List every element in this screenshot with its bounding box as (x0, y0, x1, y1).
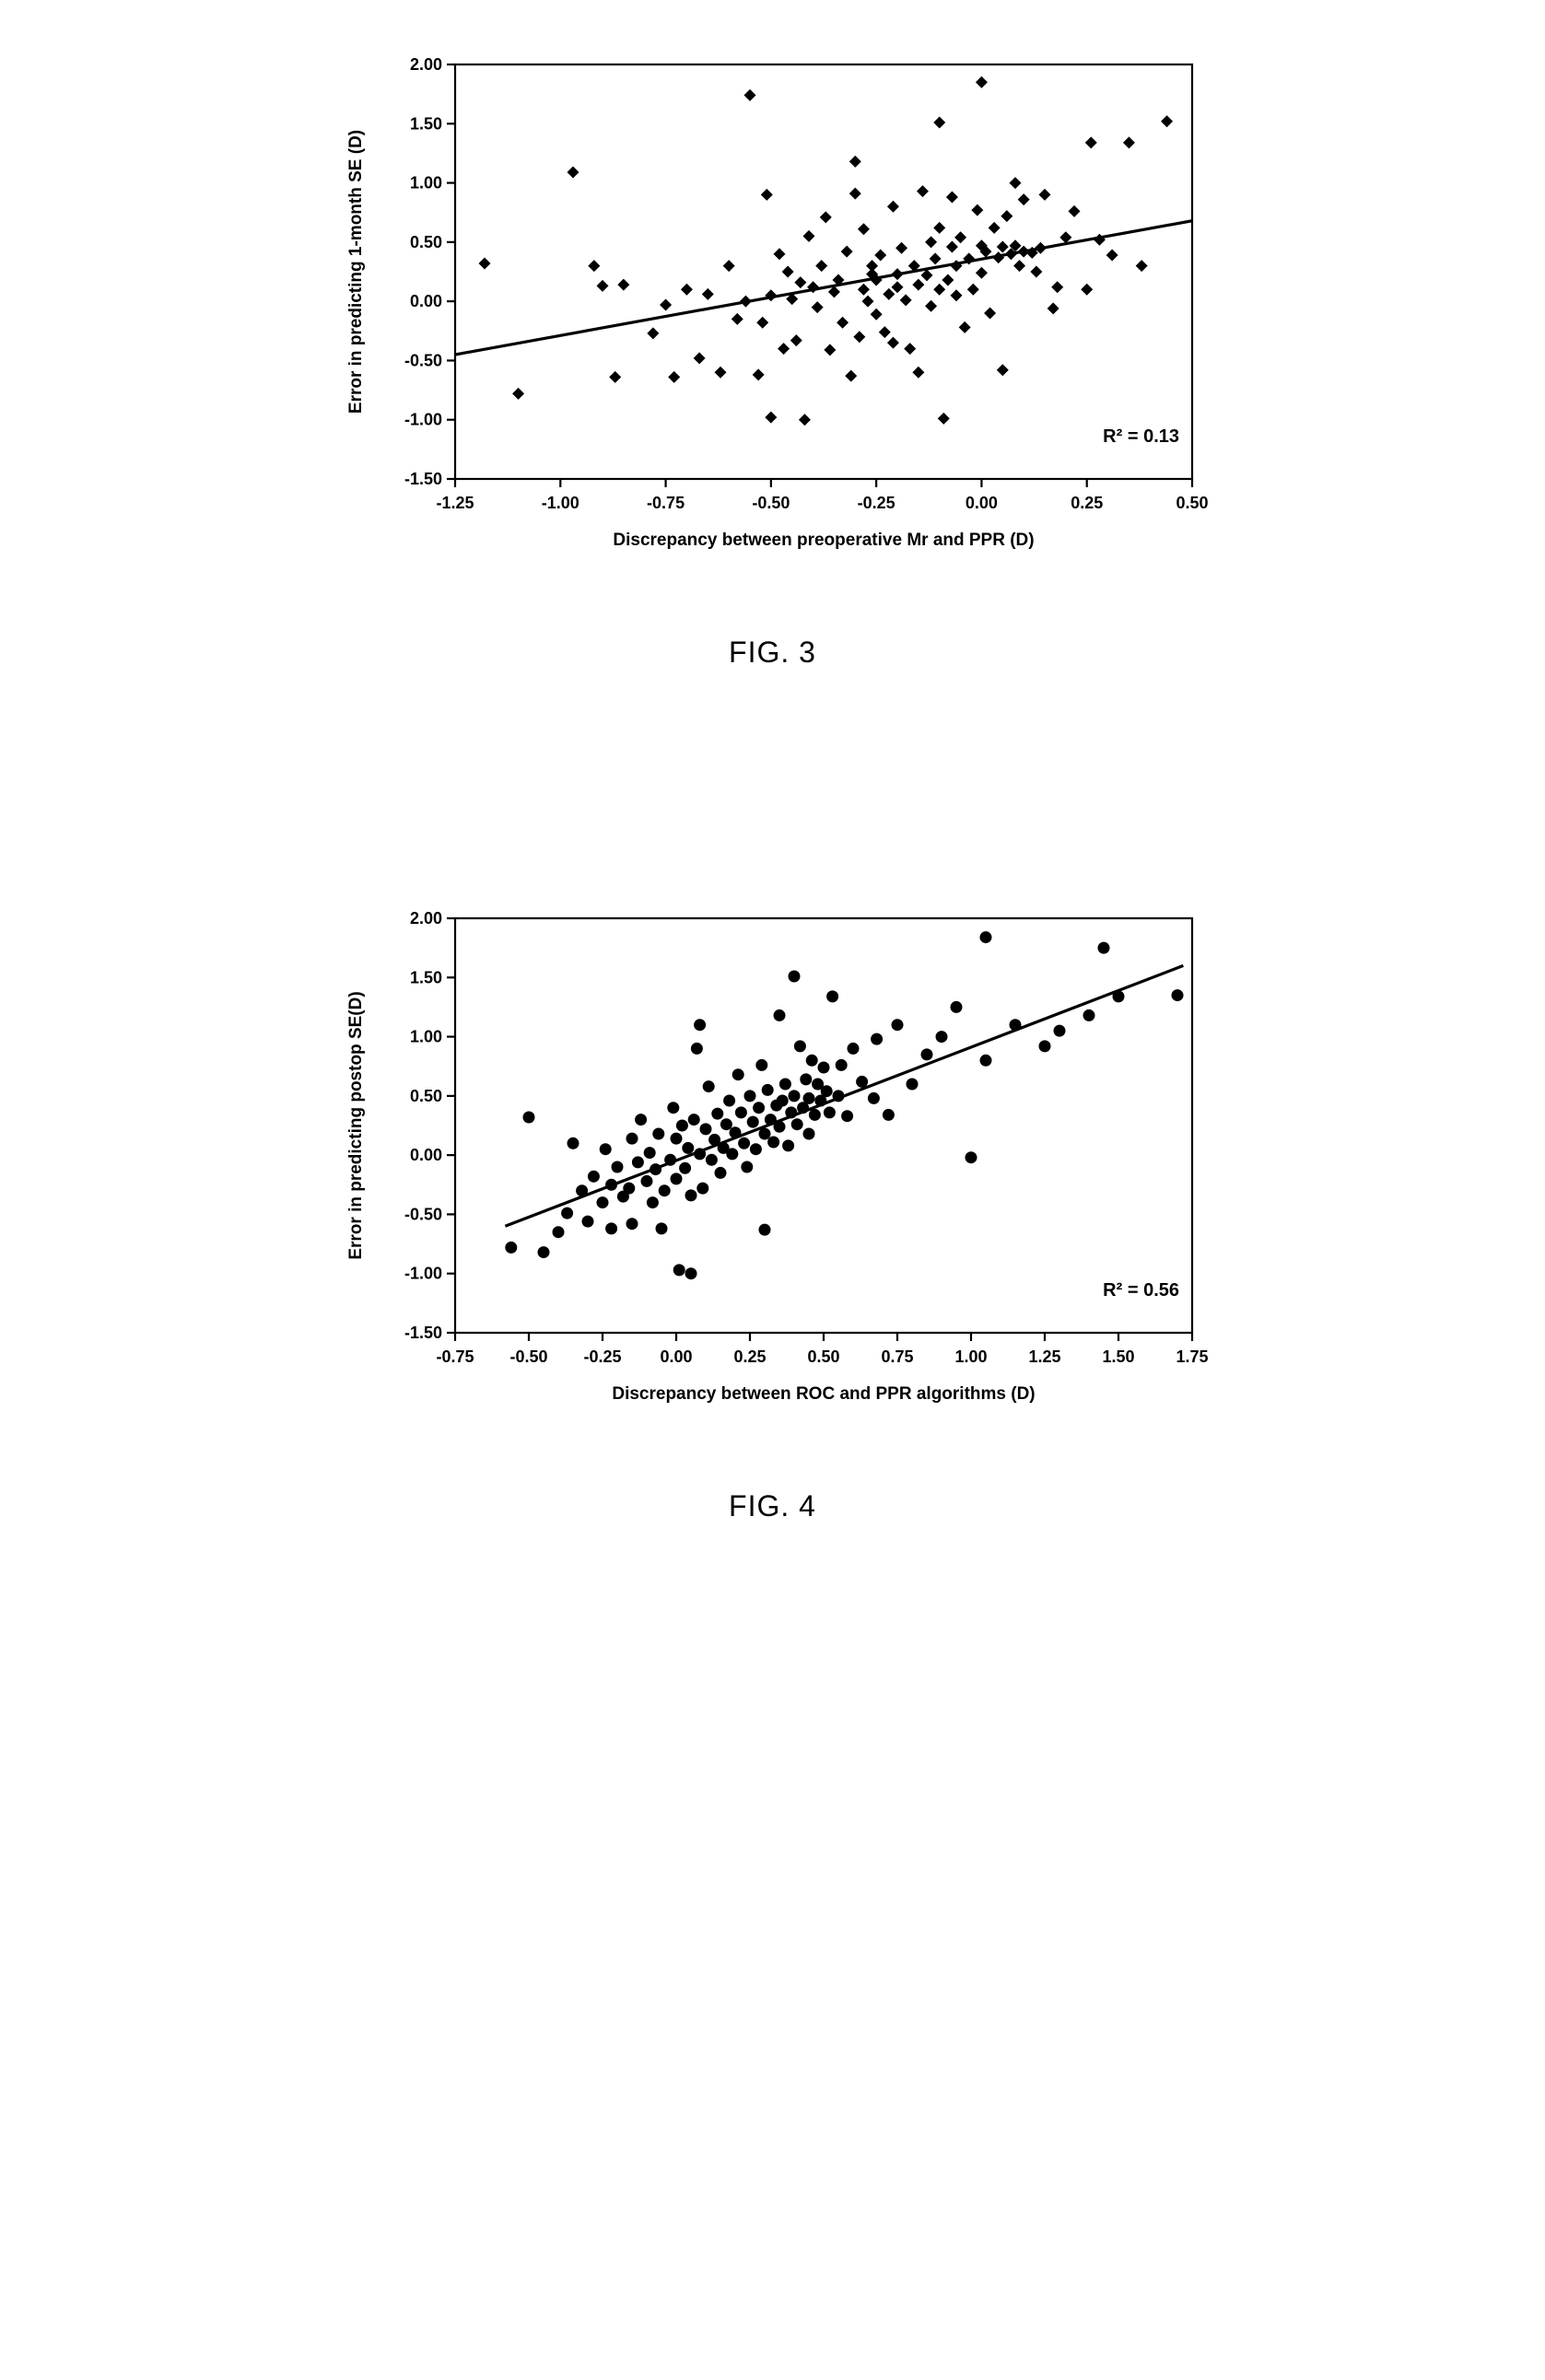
svg-text:0.00: 0.00 (409, 292, 441, 310)
svg-text:1.00: 1.00 (409, 174, 441, 192)
svg-text:1.50: 1.50 (409, 968, 441, 986)
figure-4-wrapper: -0.75 -0.50 -0.25 0.00 0.25 0.50 0.75 1.00 1.25 1… (74, 909, 1471, 1523)
svg-text:-0.50: -0.50 (752, 494, 790, 512)
figure-3-chart: -1.25 -1.00 -0.75 -0.50 -0.25 0.00 0.25 0.50 -1.… (335, 55, 1211, 571)
svg-text:Discrepancy between preoperati: Discrepancy between preoperative Mr and … (613, 531, 1034, 550)
svg-text:1.75: 1.75 (1176, 1348, 1208, 1366)
svg-text:-1.25: -1.25 (436, 494, 474, 512)
figure-3-caption: FIG. 3 (729, 636, 816, 670)
svg-text:-0.50: -0.50 (509, 1348, 547, 1366)
svg-text:2.00: 2.00 (409, 909, 441, 928)
svg-text:0.00: 0.00 (409, 1146, 441, 1164)
figure-3-wrapper: -1.25 -1.00 -0.75 -0.50 -0.25 0.00 0.25 0.50 -1.… (74, 55, 1471, 670)
svg-text:-1.00: -1.00 (404, 411, 441, 429)
figure-4-caption: FIG. 4 (729, 1489, 816, 1523)
svg-text:Error in predicting postop SE(: Error in predicting postop SE(D) (346, 991, 366, 1259)
svg-text:0.75: 0.75 (881, 1348, 913, 1366)
svg-text:-1.00: -1.00 (404, 1265, 441, 1283)
svg-text:1.00: 1.00 (954, 1348, 987, 1366)
svg-text:0.00: 0.00 (660, 1348, 692, 1366)
svg-text:0.25: 0.25 (1071, 494, 1103, 512)
svg-text:-0.75: -0.75 (436, 1348, 474, 1366)
svg-text:-0.50: -0.50 (404, 1205, 441, 1223)
svg-text:-0.25: -0.25 (857, 494, 895, 512)
svg-text:Error in predicting 1-month SE: Error in predicting 1-month SE (D) (346, 130, 366, 414)
svg-text:-0.75: -0.75 (647, 494, 685, 512)
svg-text:-0.25: -0.25 (583, 1348, 621, 1366)
svg-text:R² = 0.13: R² = 0.13 (1103, 426, 1179, 447)
figure-4-chart: -0.75 -0.50 -0.25 0.00 0.25 0.50 0.75 1.00 1.25 1… (335, 909, 1211, 1425)
svg-text:0.25: 0.25 (733, 1348, 766, 1366)
svg-text:1.00: 1.00 (409, 1028, 441, 1046)
svg-text:0.00: 0.00 (965, 494, 997, 512)
svg-text:0.50: 0.50 (409, 1087, 441, 1105)
svg-text:0.50: 0.50 (409, 233, 441, 251)
svg-text:-0.50: -0.50 (404, 351, 441, 369)
svg-text:1.25: 1.25 (1028, 1348, 1060, 1366)
svg-text:-1.00: -1.00 (541, 494, 579, 512)
svg-text:1.50: 1.50 (1102, 1348, 1134, 1366)
svg-text:-1.50: -1.50 (404, 470, 441, 488)
svg-text:0.50: 0.50 (1176, 494, 1208, 512)
svg-text:0.50: 0.50 (807, 1348, 839, 1366)
svg-text:-1.50: -1.50 (404, 1324, 441, 1342)
svg-text:1.50: 1.50 (409, 114, 441, 133)
svg-text:R² = 0.56: R² = 0.56 (1103, 1280, 1179, 1301)
svg-text:2.00: 2.00 (409, 55, 441, 74)
svg-text:Discrepancy between ROC and PP: Discrepancy between ROC and PPR algorith… (612, 1384, 1035, 1404)
